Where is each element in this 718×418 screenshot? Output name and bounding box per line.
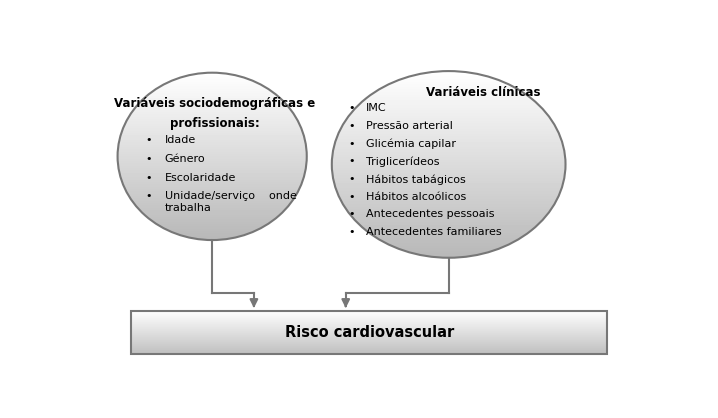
Text: •: • [348, 121, 355, 131]
Text: Triglicerídeos: Triglicerídeos [366, 156, 440, 167]
Text: profissionais:: profissionais: [170, 117, 260, 130]
Text: •: • [348, 192, 355, 202]
Text: Idade: Idade [165, 135, 196, 145]
Text: Antecedentes pessoais: Antecedentes pessoais [366, 209, 495, 219]
Text: Unidade/serviço    onde
trabalha: Unidade/serviço onde trabalha [165, 191, 297, 214]
Text: •: • [145, 173, 151, 183]
Text: •: • [348, 209, 355, 219]
Text: Hábitos alcoólicos: Hábitos alcoólicos [366, 192, 467, 202]
Text: •: • [348, 174, 355, 184]
Text: •: • [145, 135, 151, 145]
Text: Antecedentes familiares: Antecedentes familiares [366, 227, 502, 237]
Text: Glicémia capilar: Glicémia capilar [366, 139, 457, 149]
Text: Variáveis sociodemográficas e: Variáveis sociodemográficas e [114, 97, 316, 110]
Text: •: • [145, 191, 151, 201]
Bar [131, 311, 607, 354]
Text: •: • [145, 154, 151, 164]
Text: Escolaridade: Escolaridade [165, 173, 236, 183]
Text: IMC: IMC [366, 103, 387, 113]
Text: Risco cardiovascular: Risco cardiovascular [285, 325, 454, 340]
Text: Género: Género [165, 154, 205, 164]
Text: •: • [348, 139, 355, 149]
Text: Pressão arterial: Pressão arterial [366, 121, 453, 131]
Text: •: • [348, 227, 355, 237]
Text: Variáveis clínicas: Variáveis clínicas [426, 86, 541, 99]
Text: •: • [348, 156, 355, 166]
Text: •: • [348, 103, 355, 113]
Text: Hábitos tabágicos: Hábitos tabágicos [366, 174, 466, 185]
Bar [131, 311, 607, 354]
